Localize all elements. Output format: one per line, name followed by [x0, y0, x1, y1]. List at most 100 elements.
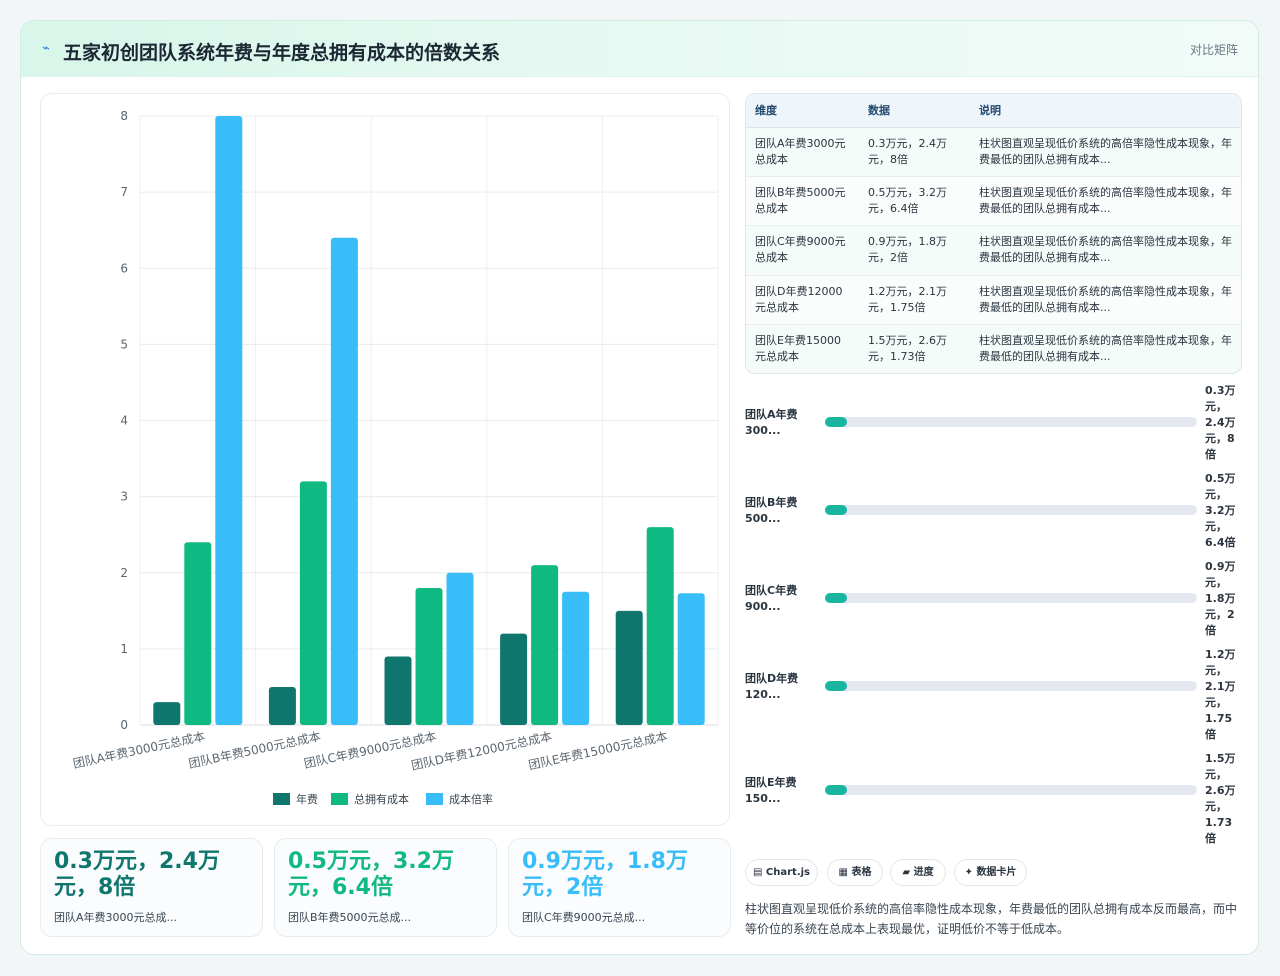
y-tick-label: 5 — [120, 337, 128, 351]
bar-chart: 012345678团队A年费3000元总成本团队B年费5000元总成本团队C年费… — [71, 109, 719, 806]
y-tick-label: 7 — [120, 185, 128, 199]
progress-value: 0.9万元，1.8万元，2倍 — [1205, 560, 1236, 637]
progress-icon: ▰ — [902, 867, 911, 878]
main-card: ⌁ 五家初创团队系统年费与年度总拥有成本的倍数关系 对比矩阵 0 1 2 3 4 5 6 7 8… — [20, 20, 1259, 955]
progress-label: 团队A年费300... — [745, 408, 798, 437]
bar — [562, 591, 590, 725]
progress-label: 团队C年费900... — [745, 584, 798, 613]
table-row: 团队D年费12000元总成本 1.2万元，2.1万元，1.75倍 柱状图直观呈现… — [746, 275, 1241, 326]
legend-entry: 总拥有成本 — [354, 792, 409, 806]
bar — [384, 656, 412, 725]
table-cell: 柱状图直观呈现低价系统的高倍率隐性成本现象，年费最低的团队总拥有成本... — [970, 127, 1241, 177]
progress-label: 团队E年费150... — [745, 776, 797, 805]
kpi-card-b: 0.5万元，3.2万元，6.4倍 团队B年费5000元总成... — [274, 838, 497, 937]
table-row: 团队B年费5000元总成本 0.5万元，3.2万元，6.4倍 柱状图直观呈现低价… — [746, 176, 1241, 227]
kpi-value: 0.9万元，1.8万元，2倍 — [522, 849, 688, 900]
bar — [615, 610, 643, 725]
table-row: 团队E年费15000元总成本 1.5万元，2.6万元，1.73倍 柱状图直观呈现… — [746, 324, 1241, 373]
progress-value: 1.5万元，2.6万元，1.73倍 — [1205, 752, 1236, 845]
bar — [415, 587, 443, 725]
table-icon: ▦ — [838, 867, 848, 878]
legend-swatch — [331, 793, 348, 805]
progress-track — [825, 593, 1197, 603]
legend-swatch — [426, 793, 443, 805]
chart-description: 柱状图直观呈现低价系统的高倍率隐性成本现象，年费最低的团队总拥有成本反而最高，而… — [745, 902, 1238, 936]
bar — [215, 116, 243, 725]
bar — [677, 593, 705, 725]
data-table: 维度 数据 说明 团队A年费3000元总成本 0.3万元，2.4万元，8倍 柱状… — [745, 93, 1242, 374]
bar — [299, 481, 327, 725]
kpi-label: 团队A年费3000元总成... — [54, 911, 178, 924]
progress-track — [825, 505, 1197, 515]
table-cell: 1.5万元，2.6万元，1.73倍 — [859, 324, 970, 373]
tab-data-cards[interactable]: ✦ 数据卡片 — [954, 859, 1027, 886]
table-row: 团队C年费9000元总成本 0.9万元，1.8万元，2倍 柱状图直观呈现低价系统… — [746, 225, 1241, 276]
y-tick-label: 2 — [120, 566, 128, 580]
y-tick-label: 4 — [120, 414, 128, 428]
table-cell: 柱状图直观呈现低价系统的高倍率隐性成本现象，年费最低的团队总拥有成本... — [970, 275, 1241, 326]
kpi-value: 0.5万元，3.2万元，6.4倍 — [288, 849, 454, 900]
progress-track — [825, 681, 1197, 691]
progress-fill — [825, 593, 848, 603]
bar — [330, 237, 358, 726]
table-header-note: 说明 — [970, 94, 1241, 128]
tab-chartjs[interactable]: ▤ Chart.js — [745, 859, 818, 886]
progress-fill — [825, 417, 848, 427]
table-cell: 团队E年费15000元总成本 — [746, 324, 859, 373]
table-cell: 团队D年费12000元总成本 — [746, 275, 859, 326]
kpi-value: 0.3万元，2.4万元，8倍 — [54, 849, 220, 900]
progress-label: 团队D年费120... — [745, 672, 799, 701]
progress-track — [825, 785, 1197, 795]
table-cell: 柱状图直观呈现低价系统的高倍率隐性成本现象，年费最低的团队总拥有成本... — [970, 225, 1241, 276]
progress-fill — [825, 785, 848, 795]
matrix-label[interactable]: 对比矩阵 — [1189, 43, 1238, 57]
table-cell: 团队C年费9000元总成本 — [746, 225, 859, 276]
header: ⌁ 五家初创团队系统年费与年度总拥有成本的倍数关系 对比矩阵 — [21, 21, 1258, 77]
table-cell: 柱状图直观呈现低价系统的高倍率隐性成本现象，年费最低的团队总拥有成本... — [970, 176, 1241, 227]
trend-icon: ⌁ — [42, 41, 50, 56]
table-cell: 0.9万元，1.8万元，2倍 — [859, 225, 970, 276]
kpi-label: 团队B年费5000元总成... — [288, 911, 412, 924]
legend-swatch — [273, 793, 290, 805]
y-tick-label: 0 — [120, 718, 128, 732]
table-cell: 柱状图直观呈现低价系统的高倍率隐性成本现象，年费最低的团队总拥有成本... — [970, 324, 1241, 373]
tab-table[interactable]: ▦ 表格 — [827, 859, 883, 886]
bar — [646, 527, 674, 725]
y-tick-label: 8 — [120, 109, 128, 123]
progress-track — [825, 417, 1197, 427]
bar — [268, 686, 296, 725]
chart-icon: ▤ — [752, 867, 763, 878]
table-cell: 团队A年费3000元总成本 — [746, 127, 859, 177]
progress-value: 1.2万元，2.1万元，1.75倍 — [1205, 648, 1236, 741]
kpi-card-c: 0.9万元，1.8万元，2倍 团队C年费9000元总成... — [508, 838, 731, 937]
table-cell: 1.2万元，2.1万元，1.75倍 — [859, 275, 970, 326]
kpi-label: 团队C年费9000元总成... — [522, 911, 646, 924]
x-tick-label: 团队B年费5000元总成本 — [187, 728, 322, 771]
table-header-data: 数据 — [859, 94, 970, 128]
bar — [446, 572, 474, 725]
y-tick-label: 6 — [120, 261, 128, 275]
table-row: 团队A年费3000元总成本 0.3万元，2.4万元，8倍 柱状图直观呈现低价系统… — [746, 127, 1241, 177]
tab-progress[interactable]: ▰ 进度 — [890, 859, 946, 886]
table-cell: 0.3万元，2.4万元，8倍 — [859, 127, 970, 177]
progress-fill — [825, 505, 848, 515]
bar — [500, 633, 528, 725]
progress-fill — [825, 681, 848, 691]
legend-entry: 年费 — [296, 792, 318, 806]
progress-label: 团队B年费500... — [745, 496, 798, 525]
table-cell: 团队B年费5000元总成本 — [746, 176, 859, 227]
table-cell: 0.5万元，3.2万元，6.4倍 — [859, 176, 970, 227]
sparkle-icon: ✦ — [964, 867, 973, 878]
chart-panel: 0 1 2 3 4 5 6 7 8 团队A年费3000元总成本 团队B年费5000元总成本 团队C年费… — [40, 93, 730, 826]
table-header-dimension: 维度 — [746, 94, 859, 128]
y-tick-label: 3 — [120, 490, 128, 504]
y-tick-label: 1 — [120, 642, 128, 656]
x-tick-label: 团队A年费3000元总成本 — [71, 728, 206, 771]
bar — [531, 565, 559, 725]
kpi-card-a: 0.3万元，2.4万元，8倍 团队A年费3000元总成... — [40, 838, 263, 937]
progress-value: 0.5万元，3.2万元，6.4倍 — [1205, 472, 1236, 549]
bar — [184, 542, 212, 725]
progress-value: 0.3万元，2.4万元，8倍 — [1205, 384, 1236, 461]
bar — [153, 702, 181, 725]
legend-entry: 成本倍率 — [449, 792, 493, 806]
